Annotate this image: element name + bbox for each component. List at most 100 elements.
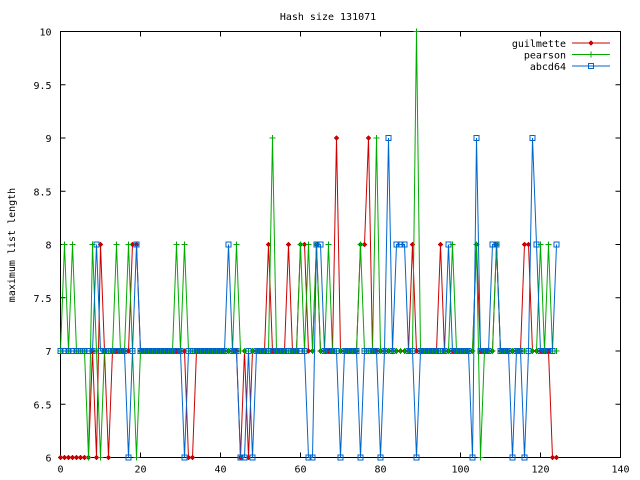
data-point-abcd64 bbox=[505, 348, 512, 354]
data-point-abcd64 bbox=[385, 135, 392, 141]
axes: 0 20 40 60 80 100 120 140 6 6.5 7 7.5 8 8.5 9 9.5 10 bbox=[33, 28, 629, 476]
data-point-abcd64 bbox=[477, 348, 484, 354]
data-point-abcd64 bbox=[281, 348, 288, 354]
data-point-abcd64 bbox=[425, 348, 432, 354]
data-point-abcd64 bbox=[181, 454, 188, 461]
series-guilmette bbox=[57, 135, 560, 461]
data-point-abcd64 bbox=[521, 454, 528, 461]
data-point-abcd64 bbox=[513, 348, 520, 354]
data-point-abcd64 bbox=[261, 348, 268, 354]
y-tick-label: 7.5 bbox=[33, 294, 51, 305]
data-point-pearson bbox=[69, 241, 76, 248]
data-point-abcd64 bbox=[69, 348, 76, 354]
data-point-abcd64 bbox=[205, 348, 212, 354]
data-point-abcd64 bbox=[201, 348, 208, 354]
data-point-abcd64 bbox=[349, 348, 356, 354]
y-tick-label: 8 bbox=[45, 241, 51, 252]
data-point-abcd64 bbox=[225, 241, 232, 248]
data-point-abcd64 bbox=[449, 348, 456, 354]
data-point-abcd64 bbox=[533, 241, 540, 248]
data-point-abcd64 bbox=[325, 348, 332, 354]
data-point-guilmette bbox=[549, 454, 556, 461]
data-point-pearson bbox=[477, 454, 484, 461]
data-point-abcd64 bbox=[429, 348, 436, 354]
data-point-abcd64 bbox=[525, 348, 532, 354]
data-point-abcd64 bbox=[341, 348, 348, 354]
data-point-abcd64 bbox=[417, 348, 424, 354]
data-point-guilmette bbox=[361, 241, 368, 248]
data-point-abcd64 bbox=[113, 348, 120, 354]
data-point-abcd64 bbox=[265, 348, 272, 354]
data-point-abcd64 bbox=[529, 135, 536, 141]
data-point-abcd64 bbox=[545, 348, 552, 354]
data-point-pearson bbox=[325, 241, 332, 248]
data-point-abcd64 bbox=[253, 348, 260, 354]
data-point-abcd64 bbox=[401, 241, 408, 248]
data-point-abcd64 bbox=[89, 348, 96, 354]
data-point-abcd64 bbox=[305, 454, 312, 461]
data-point-abcd64 bbox=[489, 241, 496, 248]
data-point-abcd64 bbox=[501, 348, 508, 354]
data-point-abcd64 bbox=[93, 241, 100, 248]
data-point-pearson bbox=[97, 454, 104, 461]
x-tick-label: 60 bbox=[294, 465, 306, 476]
data-point-pearson bbox=[269, 135, 276, 141]
data-point-abcd64 bbox=[405, 348, 412, 354]
data-point-abcd64 bbox=[409, 348, 416, 354]
data-point-abcd64 bbox=[437, 348, 444, 354]
data-point-guilmette bbox=[365, 135, 372, 141]
x-tick-label: 80 bbox=[374, 465, 386, 476]
data-point-pearson bbox=[233, 241, 240, 248]
data-point-abcd64 bbox=[121, 348, 128, 354]
data-point-abcd64 bbox=[453, 348, 460, 354]
data-point-abcd64 bbox=[57, 348, 64, 354]
data-point-abcd64 bbox=[333, 348, 340, 354]
data-point-abcd64 bbox=[133, 241, 140, 248]
data-point-abcd64 bbox=[109, 348, 116, 354]
data-point-abcd64 bbox=[509, 454, 516, 461]
legend-label-guilmette: guilmette bbox=[512, 39, 566, 50]
data-point-abcd64 bbox=[537, 348, 544, 354]
data-point-abcd64 bbox=[493, 241, 500, 248]
data-point-guilmette bbox=[521, 241, 528, 248]
data-point-guilmette bbox=[301, 241, 308, 248]
data-point-abcd64 bbox=[197, 348, 204, 354]
y-tick-label: 8.5 bbox=[33, 187, 51, 198]
data-point-pearson bbox=[181, 241, 188, 248]
y-tick-label: 10 bbox=[39, 28, 51, 39]
data-point-abcd64 bbox=[277, 348, 284, 354]
data-point-abcd64 bbox=[169, 348, 176, 354]
data-point-abcd64 bbox=[237, 454, 244, 461]
data-point-pearson bbox=[297, 241, 304, 248]
data-point-abcd64 bbox=[193, 348, 200, 354]
data-point-abcd64 bbox=[337, 454, 344, 461]
data-point-abcd64 bbox=[273, 348, 280, 354]
data-point-guilmette bbox=[61, 454, 68, 461]
data-point-abcd64 bbox=[421, 348, 428, 354]
data-point-abcd64 bbox=[465, 348, 472, 354]
data-point-abcd64 bbox=[461, 348, 468, 354]
data-point-guilmette bbox=[69, 454, 76, 461]
data-point-abcd64 bbox=[245, 348, 252, 354]
data-point-abcd64 bbox=[361, 348, 368, 354]
data-point-abcd64 bbox=[185, 348, 192, 354]
data-point-abcd64 bbox=[161, 348, 168, 354]
data-point-abcd64 bbox=[85, 348, 92, 354]
data-point-abcd64 bbox=[481, 348, 488, 354]
data-point-abcd64 bbox=[317, 241, 324, 248]
data-point-pearson bbox=[545, 241, 552, 248]
data-point-pearson bbox=[413, 28, 420, 35]
data-point-abcd64 bbox=[125, 454, 132, 461]
data-point-abcd64 bbox=[137, 348, 144, 354]
data-point-abcd64 bbox=[153, 348, 160, 354]
data-point-abcd64 bbox=[257, 348, 264, 354]
data-point-guilmette bbox=[93, 454, 100, 461]
data-point-abcd64 bbox=[365, 348, 372, 354]
data-point-abcd64 bbox=[485, 348, 492, 354]
data-point-abcd64 bbox=[289, 348, 296, 354]
data-point-abcd64 bbox=[553, 241, 560, 248]
data-point-abcd64 bbox=[73, 348, 80, 354]
x-tick-label: 40 bbox=[214, 465, 226, 476]
